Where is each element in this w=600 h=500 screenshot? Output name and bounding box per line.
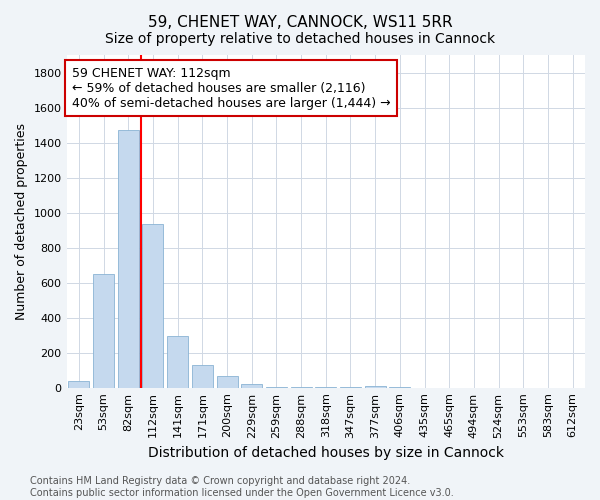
Bar [68,380,89,388]
Bar [217,376,238,388]
Bar [365,386,386,388]
Bar [93,274,114,388]
Bar [118,130,139,388]
Text: Size of property relative to detached houses in Cannock: Size of property relative to detached ho… [105,32,495,46]
Text: 59 CHENET WAY: 112sqm
← 59% of detached houses are smaller (2,116)
40% of semi-d: 59 CHENET WAY: 112sqm ← 59% of detached … [72,66,391,110]
Bar [192,365,213,388]
X-axis label: Distribution of detached houses by size in Cannock: Distribution of detached houses by size … [148,446,504,460]
Bar [266,387,287,388]
Bar [241,384,262,388]
Bar [142,224,163,388]
Bar [167,336,188,388]
Text: Contains HM Land Registry data © Crown copyright and database right 2024.
Contai: Contains HM Land Registry data © Crown c… [30,476,454,498]
Text: 59, CHENET WAY, CANNOCK, WS11 5RR: 59, CHENET WAY, CANNOCK, WS11 5RR [148,15,452,30]
Y-axis label: Number of detached properties: Number of detached properties [15,123,28,320]
